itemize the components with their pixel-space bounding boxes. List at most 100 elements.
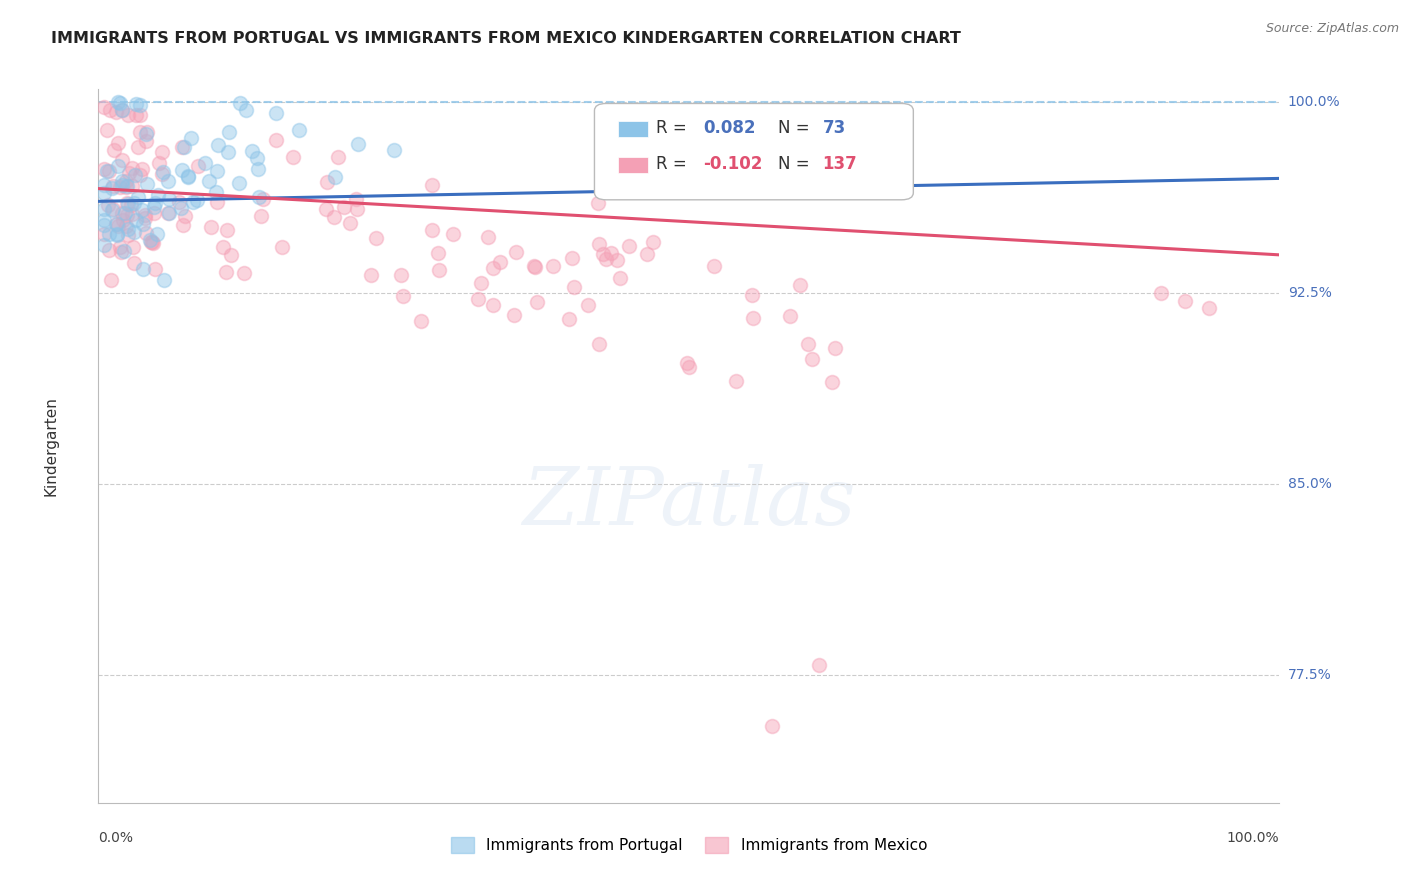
Point (467, 292, 489, 306)
Point (128, 98, 150, 112)
Point (136, 177, 159, 191)
Point (235, 103, 257, 117)
Point (117, 208, 139, 222)
Point (170, 140, 193, 154)
Text: 100.0%: 100.0% (1288, 95, 1340, 109)
Point (96, 123, 118, 137)
Point (122, 195, 145, 210)
Point (505, 245, 527, 260)
Point (117, 222, 139, 236)
Point (409, 314, 432, 328)
Point (114, 206, 136, 220)
Point (703, 259, 725, 273)
Point (779, 309, 801, 323)
Point (588, 237, 610, 252)
Point (142, 200, 165, 214)
Point (93, 178, 115, 193)
Point (132, 262, 155, 277)
Point (489, 255, 512, 269)
Point (561, 251, 583, 265)
Point (233, 266, 256, 280)
Point (217, 145, 239, 160)
Point (200, 219, 222, 234)
Point (150, 167, 173, 181)
Point (134, 211, 156, 226)
Point (122, 225, 145, 239)
Point (111, 103, 134, 117)
Point (198, 174, 221, 188)
Point (157, 192, 180, 206)
Point (215, 223, 238, 237)
Point (366, 231, 388, 245)
Point (676, 356, 699, 370)
Point (120, 198, 142, 212)
Point (441, 227, 464, 242)
Legend: Immigrants from Portugal, Immigrants from Mexico: Immigrants from Portugal, Immigrants fro… (444, 831, 934, 859)
Point (824, 341, 846, 355)
Point (136, 125, 159, 139)
Point (105, 217, 128, 231)
Point (96, 163, 118, 178)
Point (107, 95, 129, 109)
Point (543, 260, 565, 274)
Point (143, 261, 166, 276)
Point (93, 186, 115, 200)
Point (111, 103, 134, 118)
Point (678, 360, 700, 375)
Point (228, 176, 250, 190)
Point (595, 252, 617, 266)
Point (115, 180, 138, 194)
Point (526, 295, 548, 310)
Point (105, 105, 128, 120)
Text: 73: 73 (823, 120, 845, 137)
Point (93, 100, 115, 114)
Point (103, 144, 125, 158)
Point (118, 166, 141, 180)
Point (177, 170, 200, 185)
Point (187, 159, 209, 173)
Point (205, 194, 228, 209)
Point (323, 170, 346, 185)
Point (212, 240, 235, 254)
Point (93, 161, 115, 176)
Point (108, 96, 131, 111)
Text: 77.5%: 77.5% (1288, 668, 1331, 682)
Point (524, 260, 547, 274)
Point (426, 245, 449, 260)
Point (117, 197, 139, 211)
Point (741, 288, 763, 302)
Text: -0.102: -0.102 (703, 155, 762, 173)
Point (117, 196, 139, 211)
Text: 137: 137 (823, 155, 858, 173)
Point (93, 227, 115, 242)
Point (125, 108, 148, 122)
Point (108, 240, 131, 254)
Point (283, 150, 305, 164)
Point (127, 190, 149, 204)
Point (101, 181, 124, 195)
Point (107, 228, 129, 243)
Point (143, 195, 166, 210)
Point (142, 235, 165, 250)
Point (576, 298, 599, 312)
Point (807, 658, 830, 673)
Point (761, 719, 783, 733)
Point (121, 240, 143, 254)
Point (346, 202, 368, 216)
Point (139, 235, 162, 249)
Point (110, 245, 132, 260)
Point (789, 277, 811, 292)
Point (107, 219, 129, 234)
Point (333, 201, 356, 215)
Point (271, 239, 294, 253)
Point (121, 161, 143, 175)
Point (124, 168, 146, 182)
Point (107, 136, 129, 150)
Point (117, 227, 139, 242)
Point (219, 247, 242, 261)
Text: R =: R = (655, 155, 692, 173)
Point (742, 311, 765, 326)
Point (821, 376, 844, 390)
Point (205, 185, 228, 199)
Point (150, 145, 173, 159)
